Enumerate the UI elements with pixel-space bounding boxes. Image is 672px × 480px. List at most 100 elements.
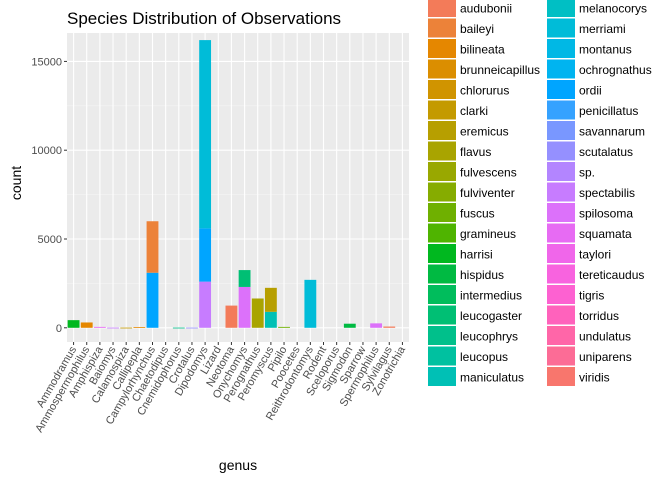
legend-label: ordii <box>579 83 602 97</box>
legend-label: hispidus <box>460 268 504 282</box>
legend-label: chlorurus <box>460 83 509 97</box>
bar-segment-campylorhynchus-ordii <box>146 272 159 328</box>
legend-label: spectabilis <box>579 186 635 200</box>
bar-segment-campylorhynchus-baileyi <box>146 221 159 273</box>
bar-segment-neotoma-audubonii <box>225 305 238 328</box>
legend-key <box>428 203 456 222</box>
bars <box>67 40 396 329</box>
bar-segment-baiomys-spectabilis <box>107 327 119 329</box>
legend: audubonii baileyi bilineata brunneicapillus… <box>428 0 652 386</box>
legend-label: intermedius <box>460 288 522 302</box>
bar-segment-ammodramus-harrisi <box>67 320 80 328</box>
legend-label: bilineata <box>460 42 505 56</box>
bar-segment-dipodomys-spectabilis <box>199 281 212 328</box>
legend-key <box>428 326 456 345</box>
legend-key <box>547 162 575 181</box>
legend-label: leucogaster <box>460 309 522 323</box>
bar-segment-ammospermophilus-bilineata <box>80 322 93 328</box>
bar-segment-peromyscus-maniculatus <box>264 311 277 328</box>
legend-label: torridus <box>579 309 619 323</box>
legend-label: scutalatus <box>579 145 633 159</box>
legend-key <box>428 367 456 386</box>
y-tick-label: 15000 <box>31 56 62 68</box>
legend-label: tereticaudus <box>579 268 644 282</box>
legend-key <box>428 285 456 304</box>
legend-key <box>547 39 575 58</box>
legend-key <box>428 18 456 38</box>
y-tick-label: 10000 <box>31 145 62 157</box>
legend-key <box>547 305 575 325</box>
legend-label: ochrognathus <box>579 63 652 77</box>
legend-key <box>428 39 456 58</box>
legend-key <box>547 182 575 202</box>
legend-label: harrisi <box>460 247 493 261</box>
bar-segment-callipepla-bilineata <box>133 327 146 328</box>
legend-label: undulatus <box>579 329 631 343</box>
legend-label: tigris <box>579 288 604 302</box>
bar-segment-onychomys-spilosoma <box>238 286 251 328</box>
bar-segment-sigmodon-hispidus <box>343 323 356 328</box>
legend-key <box>428 244 456 263</box>
legend-key <box>547 346 575 366</box>
legend-key <box>428 264 456 284</box>
legend-label: savannarum <box>579 124 645 138</box>
bar-segment-cnemidophorus-leucophrys <box>172 327 185 329</box>
legend-key <box>547 0 575 17</box>
legend-key <box>428 80 456 99</box>
legend-key <box>547 80 575 99</box>
bar-segment-dipodomys-ordii <box>199 228 212 282</box>
legend-label: penicillatus <box>579 104 638 118</box>
legend-label: clarki <box>460 104 488 118</box>
legend-key <box>428 100 456 120</box>
legend-key <box>547 367 575 386</box>
legend-label: flavus <box>460 145 491 159</box>
legend-key <box>547 121 575 140</box>
bar-segment-spermophilus-spilosoma <box>370 323 383 328</box>
legend-label: viridis <box>579 370 610 384</box>
legend-label: montanus <box>579 42 632 56</box>
legend-key <box>547 264 575 284</box>
legend-key <box>428 141 456 161</box>
legend-key <box>428 305 456 325</box>
legend-key <box>547 285 575 304</box>
bar-segment-peromyscus-eremicus <box>264 287 277 312</box>
plot-panel <box>67 33 409 342</box>
legend-key <box>547 326 575 345</box>
legend-label: leucophrys <box>460 329 518 343</box>
legend-key <box>547 59 575 79</box>
bar-segment-amphispiza-squamata <box>93 326 106 328</box>
legend-key <box>547 18 575 38</box>
legend-key <box>428 59 456 79</box>
legend-key <box>428 162 456 181</box>
legend-key <box>428 121 456 140</box>
legend-label: leucopus <box>460 350 508 364</box>
bar-segment-pipilo-fuscus <box>278 326 290 328</box>
legend-label: taylori <box>579 247 611 261</box>
legend-label: audubonii <box>460 1 512 15</box>
legend-label: baileyi <box>460 22 494 36</box>
minor-gridlines <box>67 105 409 284</box>
legend-key <box>547 203 575 222</box>
bar-segment-calamospiza-clarki <box>120 327 133 329</box>
bar-segment-perognathus-flavus <box>251 298 264 328</box>
legend-label: fuscus <box>460 206 495 220</box>
legend-label: spilosoma <box>579 206 633 220</box>
bar-segment-sylvilagus-audubonii <box>383 326 396 328</box>
legend-label: fulviventer <box>460 186 515 200</box>
legend-label: merriami <box>579 22 626 36</box>
bar-segment-reithrodontomys-merriami <box>304 279 317 328</box>
x-axis: AmmodramusAmmospermophilusAmphispizaBaio… <box>33 342 408 435</box>
legend-label: uniparens <box>579 350 632 364</box>
legend-label: eremicus <box>460 124 509 138</box>
legend-label: fulvescens <box>460 165 517 179</box>
legend-key <box>547 141 575 161</box>
legend-key <box>428 182 456 202</box>
legend-key <box>547 100 575 120</box>
legend-key <box>428 0 456 17</box>
bar-segment-crotalus-scutalatus <box>186 327 198 329</box>
legend-key <box>547 244 575 263</box>
legend-label: sp. <box>579 165 595 179</box>
legend-label: maniculatus <box>460 370 524 384</box>
legend-label: brunneicapillus <box>460 63 540 77</box>
